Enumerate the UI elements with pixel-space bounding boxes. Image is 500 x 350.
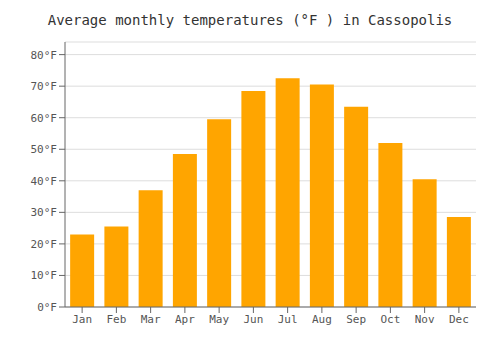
svg-text:Apr: Apr [175, 313, 195, 326]
svg-text:80°F: 80°F [31, 49, 58, 62]
svg-text:Oct: Oct [380, 313, 400, 326]
svg-text:Jun: Jun [243, 313, 263, 326]
svg-text:Jan: Jan [72, 313, 92, 326]
svg-text:60°F: 60°F [31, 112, 58, 125]
svg-text:Jul: Jul [278, 313, 298, 326]
svg-text:50°F: 50°F [31, 143, 58, 156]
svg-text:20°F: 20°F [31, 238, 58, 251]
svg-text:Sep: Sep [346, 313, 366, 326]
html-text:Average monthly temperatures (: Average monthly temperatures (°F ) in Ca… [47, 12, 453, 28]
svg-text:0°F: 0°F [37, 301, 57, 314]
svg-text:Dec: Dec [449, 313, 469, 326]
svg-text:30°F: 30°F [31, 206, 58, 219]
svg-text:Aug: Aug [312, 313, 332, 326]
svg-text:May: May [209, 313, 229, 326]
svg-text:Mar: Mar [141, 313, 161, 326]
svg-text:Feb: Feb [106, 313, 126, 326]
svg-text:70°F: 70°F [31, 80, 58, 93]
svg-text:10°F: 10°F [31, 269, 58, 282]
svg-text:40°F: 40°F [31, 175, 58, 188]
svg-text:Nov: Nov [415, 313, 435, 326]
